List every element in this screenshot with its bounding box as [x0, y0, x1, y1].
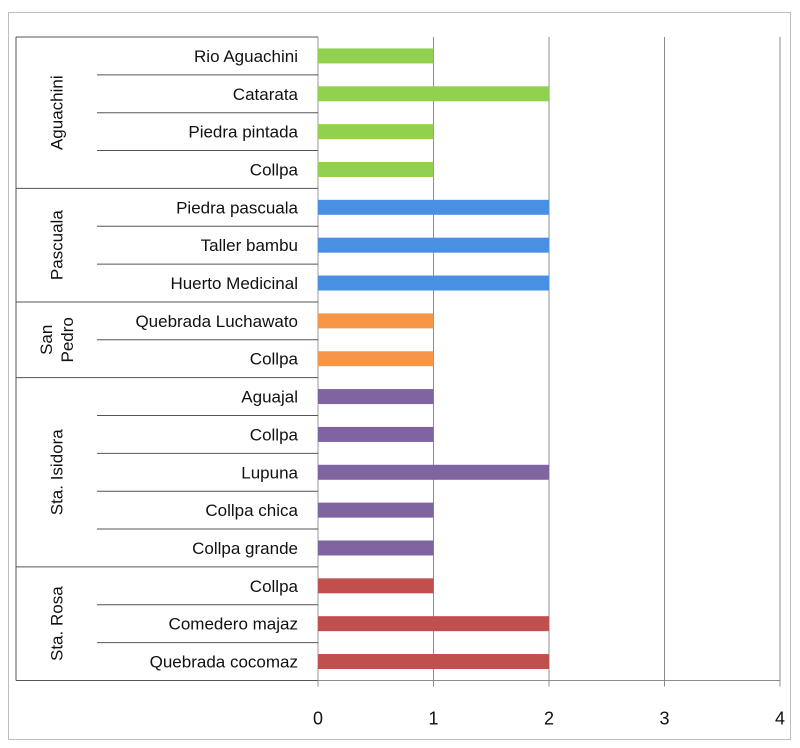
bar: [318, 540, 434, 556]
category-label: Collpa chica: [205, 501, 298, 520]
bar: [318, 86, 549, 102]
bar: [318, 124, 434, 140]
bar: [318, 48, 434, 64]
bar: [318, 389, 434, 405]
tick-label: 1: [428, 708, 438, 728]
x-axis-ticks: 0 1 2 3 4: [313, 680, 785, 728]
group-label: Pedro: [58, 317, 77, 362]
category-label: Lupuna: [241, 463, 298, 482]
bar: [318, 237, 549, 253]
category-label: Piedra pintada: [188, 123, 298, 142]
group-labels: Aguachini Pascuala San Pedro Sta. Isidora Sta…: [15, 36, 318, 681]
bar: [318, 161, 434, 177]
bar: [318, 616, 549, 632]
category-label: Collpa: [250, 350, 299, 369]
category-label: Collpa: [250, 160, 299, 179]
tick-label: 4: [775, 708, 785, 728]
category-label: Collpa: [250, 425, 299, 444]
bar: [318, 275, 549, 291]
category-label: Catarata: [233, 85, 299, 104]
group-label: Sta. Rosa: [48, 586, 67, 661]
group-label: Sta. Isidora: [48, 429, 67, 516]
category-label: Taller bambu: [201, 236, 298, 255]
bar: [318, 578, 434, 594]
bar: [318, 313, 434, 329]
bar: [318, 199, 549, 215]
category-label: Huerto Medicinal: [170, 274, 298, 293]
bars: [318, 48, 549, 670]
category-label: Quebrada cocomaz: [150, 653, 298, 672]
gridlines: [16, 37, 781, 681]
category-label: Piedra pascuala: [176, 198, 298, 217]
category-label: Quebrada Luchawato: [135, 312, 298, 331]
bar: [318, 351, 434, 367]
category-label: Comedero majaz: [169, 615, 298, 634]
group-label: Pascuala: [48, 210, 67, 280]
tick-label: 3: [659, 708, 669, 728]
category-label: Collpa grande: [192, 539, 298, 558]
category-labels: Rio Aguachini Catarata Piedra pintada Collp…: [97, 47, 318, 672]
category-label: Aguajal: [241, 388, 298, 407]
bar: [318, 464, 549, 480]
bar: [318, 502, 434, 518]
group-label: Aguachini: [48, 75, 67, 150]
category-label: Collpa: [250, 577, 299, 596]
tick-label: 2: [544, 708, 554, 728]
bar: [318, 654, 549, 670]
group-label: San: [37, 325, 56, 355]
bar: [318, 426, 434, 442]
tick-label: 0: [313, 708, 323, 728]
category-label: Rio Aguachini: [194, 47, 298, 66]
